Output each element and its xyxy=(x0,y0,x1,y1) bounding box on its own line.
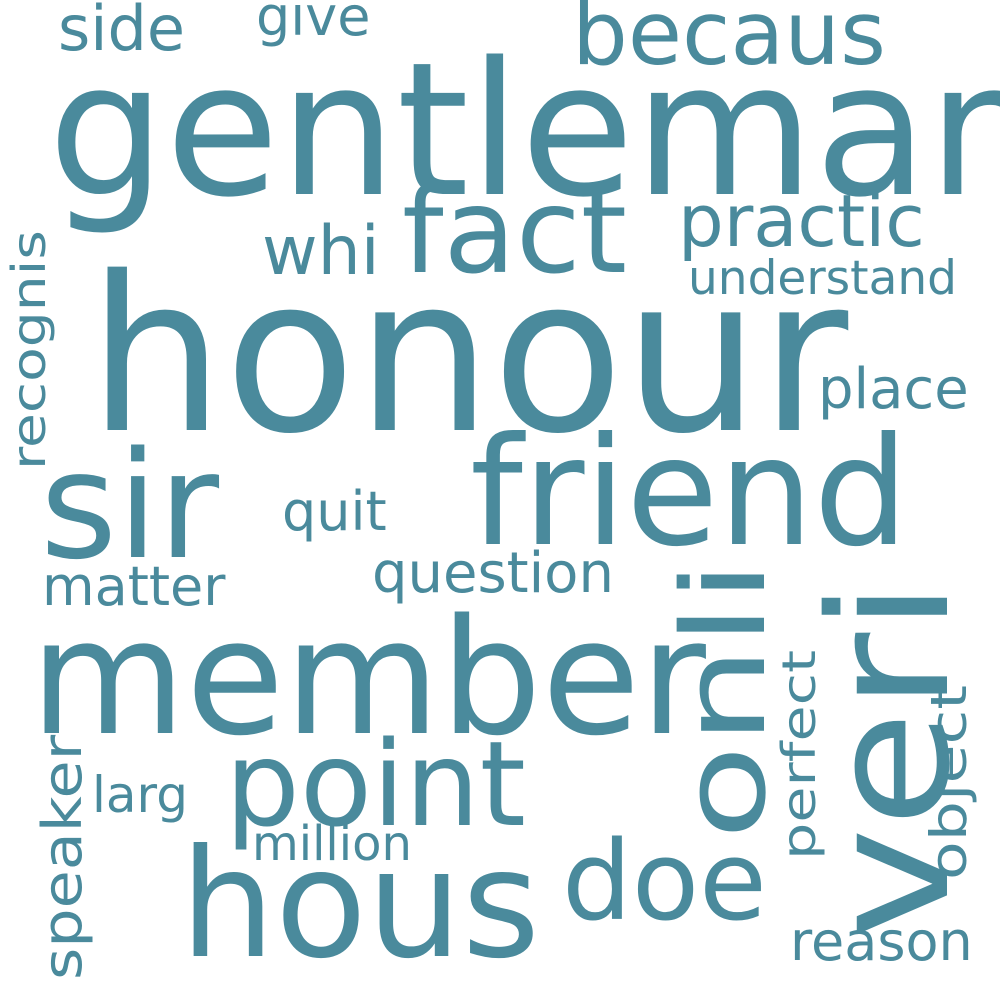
word-object: object xyxy=(920,684,978,880)
word-recognis: recognis xyxy=(2,230,56,470)
word-becaus: becaus xyxy=(572,0,886,85)
word-honour: honour xyxy=(88,230,849,481)
word-side: side xyxy=(58,0,186,65)
word-reason: reason xyxy=(790,910,973,973)
word-give: give xyxy=(256,0,371,48)
word-speaker: speaker xyxy=(31,734,94,980)
word-perfect: perfect xyxy=(772,649,826,860)
word-larg: larg xyxy=(92,766,188,824)
word-point: point xyxy=(225,715,526,853)
word-gentleman: gentleman xyxy=(48,22,1000,238)
word-member: member xyxy=(30,584,706,771)
word-matter: matter xyxy=(42,555,226,618)
word-whi: whi xyxy=(262,212,380,291)
word-question: question xyxy=(372,541,614,606)
word-doe: doe xyxy=(562,817,767,945)
word-onli: onli xyxy=(658,559,792,840)
word-understand: understand xyxy=(688,251,957,306)
word-friend: friend xyxy=(470,406,909,580)
word-quit: quit xyxy=(282,480,387,543)
word-million: million xyxy=(252,816,412,872)
word-sir: sir xyxy=(40,420,220,592)
word-place: place xyxy=(818,357,969,422)
word-practic: practic xyxy=(678,179,925,263)
word-hous: hous xyxy=(180,818,541,992)
word-fact: fact xyxy=(402,162,627,300)
